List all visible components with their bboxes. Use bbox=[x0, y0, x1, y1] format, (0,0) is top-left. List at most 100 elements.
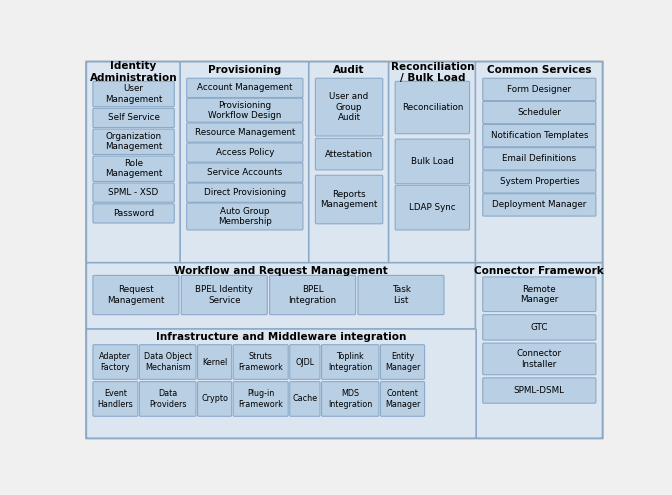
Text: Common Services: Common Services bbox=[487, 65, 591, 75]
FancyBboxPatch shape bbox=[321, 345, 379, 379]
Text: Remote
Manager: Remote Manager bbox=[520, 285, 558, 304]
Text: Role
Management: Role Management bbox=[105, 159, 162, 178]
FancyBboxPatch shape bbox=[187, 123, 303, 142]
Text: Password: Password bbox=[113, 209, 154, 218]
Text: Provisioning
Workflow Design: Provisioning Workflow Design bbox=[208, 100, 282, 120]
Text: Self Service: Self Service bbox=[108, 113, 159, 122]
FancyBboxPatch shape bbox=[290, 382, 320, 416]
Text: Service Accounts: Service Accounts bbox=[207, 168, 282, 177]
FancyBboxPatch shape bbox=[380, 345, 425, 379]
Text: SPML-DSML: SPML-DSML bbox=[514, 386, 564, 395]
FancyBboxPatch shape bbox=[482, 194, 596, 216]
Text: Request
Management: Request Management bbox=[108, 285, 165, 305]
Text: Notification Templates: Notification Templates bbox=[491, 131, 588, 140]
FancyBboxPatch shape bbox=[93, 345, 138, 379]
FancyBboxPatch shape bbox=[475, 62, 603, 263]
Text: Connector
Installer: Connector Installer bbox=[517, 349, 562, 369]
FancyBboxPatch shape bbox=[388, 62, 476, 263]
Text: Connector Framework: Connector Framework bbox=[474, 266, 604, 276]
FancyBboxPatch shape bbox=[93, 81, 174, 107]
FancyBboxPatch shape bbox=[93, 156, 174, 182]
Text: Task
List: Task List bbox=[392, 285, 411, 305]
FancyBboxPatch shape bbox=[233, 345, 288, 379]
Text: Audit: Audit bbox=[333, 65, 365, 75]
Text: Form Designer: Form Designer bbox=[507, 85, 571, 94]
Text: BPEL
Integration: BPEL Integration bbox=[288, 285, 337, 305]
Text: OJDL: OJDL bbox=[295, 357, 314, 366]
FancyBboxPatch shape bbox=[139, 382, 196, 416]
FancyBboxPatch shape bbox=[86, 329, 476, 438]
Text: Identity
Administration: Identity Administration bbox=[90, 61, 177, 83]
Text: Account Management: Account Management bbox=[197, 83, 292, 93]
FancyBboxPatch shape bbox=[482, 148, 596, 170]
FancyBboxPatch shape bbox=[321, 382, 379, 416]
FancyBboxPatch shape bbox=[482, 277, 596, 311]
FancyBboxPatch shape bbox=[93, 183, 174, 202]
Text: Organization
Management: Organization Management bbox=[105, 132, 162, 151]
FancyBboxPatch shape bbox=[308, 62, 389, 263]
FancyBboxPatch shape bbox=[482, 124, 596, 147]
Text: SPML - XSD: SPML - XSD bbox=[108, 188, 159, 197]
FancyBboxPatch shape bbox=[93, 275, 179, 315]
FancyBboxPatch shape bbox=[380, 382, 425, 416]
FancyBboxPatch shape bbox=[482, 78, 596, 100]
Text: Struts
Framework: Struts Framework bbox=[239, 352, 283, 372]
Text: BPEL Identity
Service: BPEL Identity Service bbox=[196, 285, 253, 305]
FancyBboxPatch shape bbox=[475, 263, 603, 438]
Text: Reconciliation: Reconciliation bbox=[402, 103, 463, 112]
FancyBboxPatch shape bbox=[358, 275, 444, 315]
FancyBboxPatch shape bbox=[86, 62, 181, 263]
FancyBboxPatch shape bbox=[187, 183, 303, 202]
Text: System Properties: System Properties bbox=[499, 177, 579, 186]
FancyBboxPatch shape bbox=[482, 171, 596, 193]
Text: Crypto: Crypto bbox=[201, 395, 228, 403]
Text: User
Management: User Management bbox=[105, 84, 162, 104]
FancyBboxPatch shape bbox=[315, 175, 383, 224]
Text: Toplink
Integration: Toplink Integration bbox=[328, 352, 372, 372]
FancyBboxPatch shape bbox=[395, 139, 470, 184]
FancyBboxPatch shape bbox=[180, 62, 310, 263]
Text: Deployment Manager: Deployment Manager bbox=[492, 200, 587, 209]
FancyBboxPatch shape bbox=[187, 99, 303, 122]
Text: Cache: Cache bbox=[292, 395, 317, 403]
FancyBboxPatch shape bbox=[233, 382, 288, 416]
FancyBboxPatch shape bbox=[269, 275, 355, 315]
FancyBboxPatch shape bbox=[198, 345, 232, 379]
Text: Reports
Management: Reports Management bbox=[321, 190, 378, 209]
FancyBboxPatch shape bbox=[315, 78, 383, 136]
Text: Email Definitions: Email Definitions bbox=[502, 154, 577, 163]
Text: GTC: GTC bbox=[531, 323, 548, 332]
FancyBboxPatch shape bbox=[395, 81, 470, 134]
Text: Provisioning: Provisioning bbox=[208, 65, 282, 75]
FancyBboxPatch shape bbox=[315, 138, 383, 170]
FancyBboxPatch shape bbox=[86, 263, 476, 330]
Text: Event
Handlers: Event Handlers bbox=[97, 389, 133, 409]
Text: LDAP Sync: LDAP Sync bbox=[409, 203, 456, 212]
Text: Infrastructure and Middleware integration: Infrastructure and Middleware integratio… bbox=[156, 332, 407, 343]
FancyBboxPatch shape bbox=[93, 204, 174, 223]
FancyBboxPatch shape bbox=[198, 382, 232, 416]
Text: Resource Management: Resource Management bbox=[195, 128, 295, 137]
FancyBboxPatch shape bbox=[482, 378, 596, 403]
FancyBboxPatch shape bbox=[93, 129, 174, 154]
FancyBboxPatch shape bbox=[93, 108, 174, 128]
FancyBboxPatch shape bbox=[93, 382, 138, 416]
Text: Auto Group
Membership: Auto Group Membership bbox=[218, 207, 271, 226]
Text: Reconciliation
/ Bulk Load: Reconciliation / Bulk Load bbox=[390, 62, 474, 83]
FancyBboxPatch shape bbox=[482, 343, 596, 375]
Text: Workflow and Request Management: Workflow and Request Management bbox=[174, 266, 388, 276]
Text: Kernel: Kernel bbox=[202, 357, 227, 366]
FancyBboxPatch shape bbox=[187, 203, 303, 230]
Text: Scheduler: Scheduler bbox=[517, 108, 561, 117]
FancyBboxPatch shape bbox=[395, 185, 470, 230]
FancyBboxPatch shape bbox=[187, 78, 303, 98]
FancyBboxPatch shape bbox=[86, 62, 603, 438]
Text: Plug-in
Framework: Plug-in Framework bbox=[239, 389, 283, 409]
Text: Data
Providers: Data Providers bbox=[149, 389, 186, 409]
FancyBboxPatch shape bbox=[139, 345, 196, 379]
FancyBboxPatch shape bbox=[187, 143, 303, 162]
Text: Content
Manager: Content Manager bbox=[385, 389, 420, 409]
FancyBboxPatch shape bbox=[187, 163, 303, 182]
FancyBboxPatch shape bbox=[290, 345, 320, 379]
Text: Bulk Load: Bulk Load bbox=[411, 157, 454, 166]
